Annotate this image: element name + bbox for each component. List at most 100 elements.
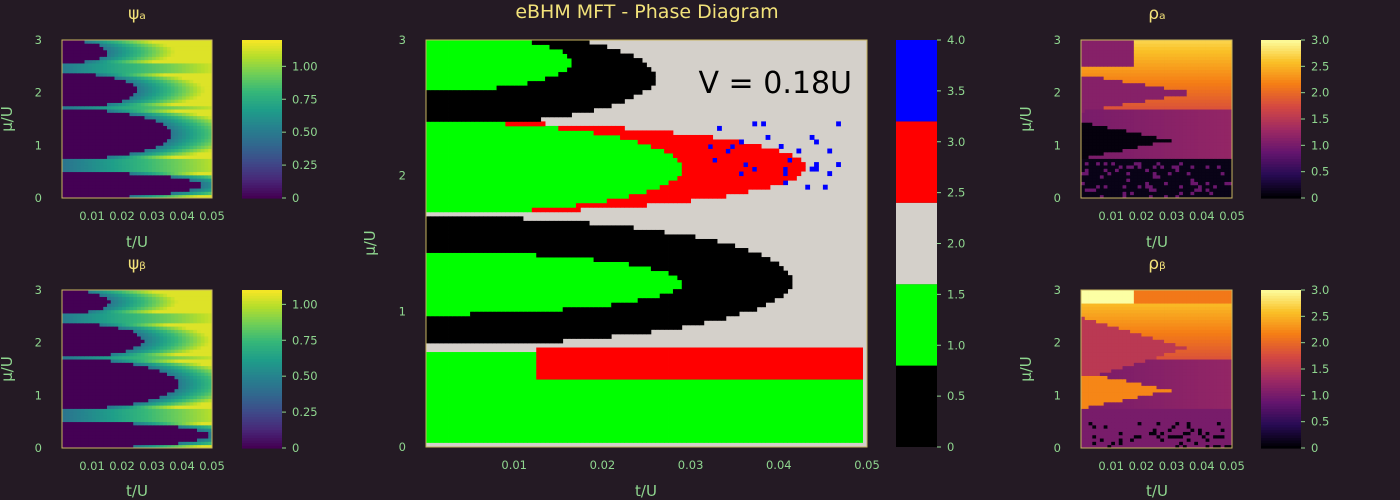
heatmap-cell bbox=[204, 349, 209, 353]
heatmap-cell bbox=[107, 49, 112, 54]
phase-cell bbox=[571, 424, 577, 430]
heatmap-cell bbox=[174, 336, 179, 340]
heatmap-cell bbox=[185, 92, 190, 97]
heatmap-cell bbox=[167, 76, 172, 80]
heatmap-cell bbox=[148, 326, 153, 330]
heatmap-cell bbox=[159, 181, 164, 186]
heatmap-cell bbox=[189, 326, 194, 330]
heatmap-cell bbox=[84, 49, 89, 54]
heatmap-cell bbox=[137, 375, 142, 380]
heatmap-cell bbox=[137, 142, 142, 146]
phase-cell bbox=[620, 419, 625, 425]
phase-cell bbox=[743, 433, 749, 439]
phase-cell bbox=[831, 406, 837, 412]
phase-cell bbox=[597, 428, 603, 434]
heatmap-cell bbox=[69, 49, 74, 54]
heatmap-cell bbox=[197, 290, 202, 294]
phase-cell bbox=[593, 410, 599, 416]
heatmap-cell bbox=[92, 151, 97, 156]
phase-cell bbox=[470, 433, 475, 439]
heatmap-cell bbox=[137, 329, 142, 334]
phase-cell bbox=[500, 406, 506, 412]
heatmap-cell bbox=[69, 92, 74, 97]
heatmap-cell bbox=[80, 76, 85, 80]
y-tick-label: 0 bbox=[35, 191, 42, 205]
heatmap-cell bbox=[174, 194, 179, 199]
heatmap-cell bbox=[62, 382, 67, 386]
heatmap-cell bbox=[122, 309, 127, 314]
heatmap-cell bbox=[204, 408, 209, 413]
heatmap-cell bbox=[185, 438, 190, 442]
heatmap-cell bbox=[197, 415, 202, 419]
heatmap-cell bbox=[137, 148, 142, 153]
heatmap-cell bbox=[148, 102, 153, 107]
phase-cell bbox=[818, 406, 824, 412]
heatmap-cell bbox=[114, 293, 119, 297]
heatmap-cell bbox=[178, 388, 183, 393]
heatmap-cell bbox=[99, 395, 104, 400]
heatmap-cell bbox=[137, 306, 142, 311]
heatmap-cell bbox=[122, 174, 127, 179]
heatmap-cell bbox=[129, 349, 134, 353]
phase-cell bbox=[730, 428, 736, 434]
heatmap-cell bbox=[88, 86, 93, 90]
heatmap-cell bbox=[65, 309, 70, 314]
heatmap-cell bbox=[163, 415, 168, 419]
phase-cell bbox=[448, 406, 453, 412]
heatmap-cell bbox=[137, 372, 142, 376]
phase-cell bbox=[606, 410, 612, 416]
heatmap-cell bbox=[62, 405, 67, 409]
heatmap-cell bbox=[170, 191, 175, 196]
heatmap-cell bbox=[140, 40, 145, 44]
phase-cell bbox=[505, 410, 511, 416]
heatmap-cell bbox=[174, 148, 179, 153]
heatmap-cell bbox=[114, 418, 119, 423]
heatmap-cell bbox=[103, 89, 108, 94]
heatmap-cell bbox=[95, 132, 100, 136]
heatmap-cell bbox=[95, 355, 100, 360]
phase-cell bbox=[461, 397, 467, 403]
heatmap-cell bbox=[148, 313, 153, 317]
heatmap-cell bbox=[107, 424, 112, 429]
heatmap-cell bbox=[103, 174, 108, 179]
heatmap-cell bbox=[204, 115, 209, 120]
heatmap-cell bbox=[80, 418, 85, 423]
heatmap-cell bbox=[92, 86, 97, 90]
phase-cell bbox=[686, 401, 691, 407]
heatmap-cell bbox=[182, 142, 187, 146]
heatmap-cell bbox=[189, 125, 194, 130]
heatmap-cell bbox=[208, 401, 213, 406]
heatmap-cell bbox=[144, 72, 149, 77]
heatmap-cell bbox=[204, 125, 209, 130]
phase-cell bbox=[756, 415, 762, 421]
heatmap-cell bbox=[103, 125, 108, 130]
heatmap-cell bbox=[92, 339, 97, 344]
heatmap-cell bbox=[182, 359, 187, 363]
phase-cell bbox=[606, 419, 612, 425]
colorbar-tick-label: 0.50 bbox=[292, 125, 318, 139]
heatmap-cell bbox=[189, 349, 194, 353]
phase-cell bbox=[818, 401, 824, 407]
heatmap-cell bbox=[69, 296, 74, 301]
colorbar-tick-label: 1.00 bbox=[292, 59, 318, 73]
heatmap-cell bbox=[65, 375, 70, 380]
colorbar-segment bbox=[242, 300, 282, 304]
heatmap-cell bbox=[167, 138, 172, 143]
heatmap-cell bbox=[69, 109, 74, 113]
phase-cell bbox=[448, 410, 453, 416]
heatmap-cell bbox=[182, 421, 187, 426]
heatmap-cell bbox=[114, 168, 119, 173]
heatmap-cell bbox=[208, 63, 213, 67]
heatmap-cell bbox=[148, 165, 153, 169]
heatmap-cell bbox=[144, 95, 149, 100]
heatmap-cell bbox=[125, 316, 130, 321]
heatmap-cell bbox=[208, 365, 213, 370]
heatmap-cell bbox=[200, 119, 205, 123]
heatmap-cell bbox=[114, 322, 119, 327]
phase-cell bbox=[478, 437, 484, 443]
phase-cell bbox=[562, 433, 568, 439]
heatmap-cell bbox=[80, 191, 85, 196]
heatmap-cell bbox=[129, 86, 134, 90]
heatmap-cell bbox=[200, 336, 205, 340]
heatmap-cell bbox=[92, 332, 97, 337]
